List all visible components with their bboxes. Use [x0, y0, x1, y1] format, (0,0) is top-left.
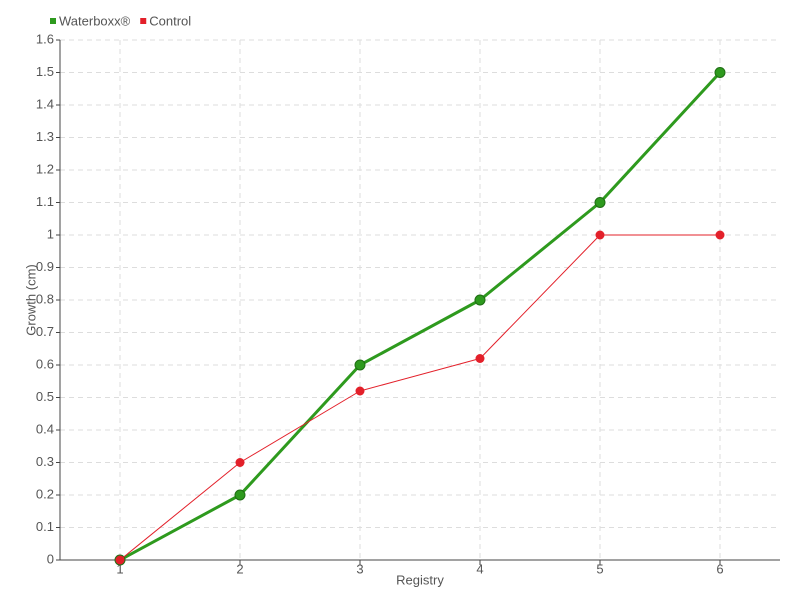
y-tick-label: 1.4 [36, 96, 54, 111]
series-line [119, 234, 720, 561]
y-tick-label: 0.4 [36, 421, 54, 436]
y-tick-label: 0.3 [36, 454, 54, 469]
y-axis-title: Growth (cm) [23, 264, 38, 336]
y-tick-label: 0.6 [36, 356, 54, 371]
y-tick-label: 1.2 [36, 161, 54, 176]
legend-label: Waterboxx® [59, 13, 131, 28]
data-point [235, 458, 245, 467]
x-tick-label: 4 [476, 561, 483, 576]
y-tick-label: 0.9 [36, 259, 54, 274]
x-tick-label: 5 [596, 561, 603, 576]
legend-swatch [140, 18, 147, 24]
legend-swatch [50, 18, 56, 24]
y-tick-label: 1.1 [36, 194, 54, 209]
data-point [354, 359, 366, 371]
x-tick-label: 6 [716, 561, 723, 576]
y-tick-label: 0.2 [36, 486, 54, 501]
y-tick-label: 1 [47, 226, 54, 241]
data-point [715, 230, 725, 240]
series-line [119, 71, 722, 562]
y-tick-label: 1.3 [36, 129, 54, 144]
data-point [234, 489, 246, 501]
x-tick-label: 2 [236, 561, 243, 576]
y-tick-label: 0.5 [36, 389, 54, 404]
data-point [474, 294, 486, 306]
legend-label: Control [149, 13, 191, 28]
data-point [714, 67, 726, 78]
data-point [355, 386, 365, 396]
y-tick-label: 1.6 [36, 31, 54, 46]
x-tick-label: 3 [356, 561, 363, 576]
y-tick-label: 1.5 [36, 64, 54, 79]
y-tick-label: 0.7 [36, 324, 54, 339]
y-tick-label: 0 [47, 551, 54, 566]
data-point [595, 230, 605, 240]
y-tick-label: 0.1 [36, 519, 54, 534]
x-axis-title: Registry [396, 572, 444, 587]
data-point [115, 555, 125, 565]
y-tick-label: 0.8 [36, 291, 54, 306]
data-point [594, 197, 606, 208]
data-point [475, 354, 485, 363]
x-tick-label: 1 [116, 561, 123, 576]
